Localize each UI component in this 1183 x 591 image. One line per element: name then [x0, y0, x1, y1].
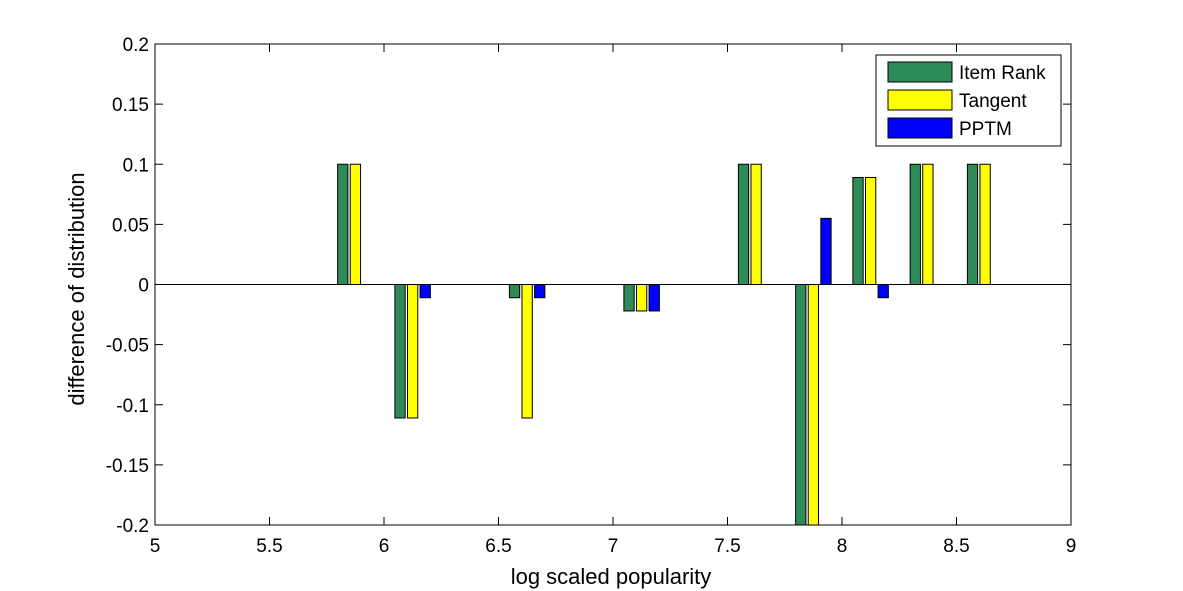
x-tick-label: 8 — [837, 536, 848, 557]
bar-tangent-6 — [864, 176, 877, 285]
ticks-layer: 5 5.5 6 6.5 7 7.5 8 8.5 9 0.2 0.15 0.1 0.05 0 -0.05 -0.… — [106, 35, 1077, 557]
bars-layer — [337, 163, 991, 526]
legend-swatch-item-rank — [887, 61, 953, 83]
legend-swatch-pptm — [887, 117, 953, 139]
y-tick-label: 0.15 — [112, 95, 149, 116]
y-tick-label: -0.2 — [116, 516, 149, 537]
legend-label: Item Rank — [959, 63, 1046, 84]
legend-label: Tangent — [959, 91, 1027, 112]
y-tick-label: -0.05 — [106, 336, 149, 357]
y-tick-label: 0 — [138, 276, 149, 297]
bar-item-rank-2 — [508, 284, 521, 299]
bar-tangent-2 — [521, 284, 533, 419]
bar-item-rank-8 — [966, 163, 979, 285]
x-tick-label: 8.5 — [943, 536, 969, 557]
y-tick-label: 0.05 — [112, 215, 149, 236]
bar-tangent-0 — [349, 163, 362, 285]
bar-pptm-6 — [877, 284, 889, 299]
y-tick-label: 0.2 — [123, 35, 149, 56]
x-tick-label: 9 — [1066, 536, 1077, 557]
y-tick-label: -0.15 — [106, 456, 149, 477]
legend: Item Rank Tangent PPTM — [875, 54, 1062, 147]
bar-pptm-3 — [648, 284, 660, 312]
bar-item-rank-6 — [852, 176, 864, 285]
legend-label: PPTM — [959, 119, 1012, 140]
x-tick-label: 6 — [379, 536, 390, 557]
x-tick-label: 7 — [608, 536, 619, 557]
bar-pptm-5 — [820, 217, 832, 285]
x-tick-label: 5.5 — [256, 536, 282, 557]
bar-tangent-8 — [979, 163, 991, 285]
bar-pptm-2 — [534, 284, 546, 299]
bar-item-rank-5 — [795, 284, 807, 526]
bar-item-rank-7 — [909, 163, 921, 285]
bar-item-rank-0 — [337, 163, 349, 285]
bar-item-rank-4 — [737, 163, 750, 285]
bar-tangent-7 — [922, 163, 934, 285]
bar-tangent-3 — [635, 284, 648, 312]
bar-tangent-5 — [807, 284, 820, 526]
x-tick-label: 6.5 — [485, 536, 511, 557]
bar-tangent-1 — [406, 284, 419, 419]
y-axis-label: difference of distribution — [64, 172, 89, 405]
bar-item-rank-1 — [394, 284, 406, 419]
bar-pptm-1 — [419, 284, 431, 299]
y-tick-label: -0.1 — [116, 396, 149, 417]
x-tick-label: 7.5 — [714, 536, 740, 557]
bar-tangent-4 — [750, 163, 762, 285]
x-axis-label: log scaled popularity — [511, 564, 712, 589]
x-tick-label: 5 — [150, 536, 161, 557]
y-tick-label: 0.1 — [123, 155, 149, 176]
bar-item-rank-3 — [623, 284, 635, 312]
legend-swatch-tangent — [887, 89, 953, 111]
